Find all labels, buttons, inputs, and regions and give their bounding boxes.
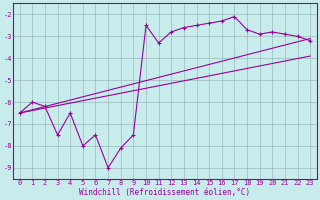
X-axis label: Windchill (Refroidissement éolien,°C): Windchill (Refroidissement éolien,°C) — [79, 188, 251, 197]
